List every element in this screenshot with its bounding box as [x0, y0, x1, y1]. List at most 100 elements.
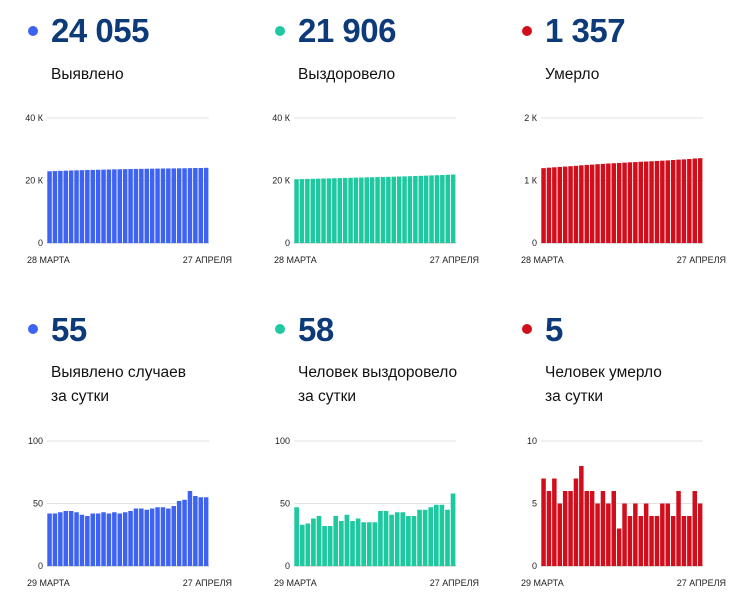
bar: [144, 509, 149, 566]
bar: [155, 168, 160, 243]
bar-chart: 0 50 100 29 МАРТА 27 АПРЕЛЯ: [27, 436, 232, 588]
stat-label: Выявлено: [51, 66, 124, 83]
bar: [166, 168, 171, 243]
bar: [133, 168, 139, 243]
bar: [411, 516, 417, 566]
bar: [321, 178, 326, 243]
stat-value: 5: [545, 311, 563, 348]
bar: [670, 516, 676, 566]
bar: [413, 176, 418, 243]
y-tick-label: 0: [532, 561, 537, 571]
y-tick-label: 0: [38, 238, 43, 248]
bar: [649, 516, 654, 566]
legend-dot: [522, 26, 532, 36]
bar: [182, 499, 187, 566]
bar: [541, 478, 546, 566]
bar: [90, 169, 95, 244]
legend-dot: [28, 324, 38, 334]
stat-label: за сутки: [51, 388, 110, 405]
stat-value: 24 055: [51, 12, 149, 49]
bar: [627, 162, 633, 243]
bar: [171, 168, 176, 244]
bar: [389, 514, 394, 566]
y-tick-label: 40 К: [25, 113, 44, 123]
bar: [440, 174, 445, 243]
bar: [316, 516, 322, 566]
bar: [660, 160, 665, 243]
y-tick-label: 0: [285, 238, 290, 248]
y-tick-label: 0: [38, 561, 43, 571]
bar: [600, 163, 606, 244]
y-tick-label: 50: [33, 499, 43, 509]
bar: [155, 507, 160, 566]
bar: [187, 168, 193, 244]
bar: [128, 511, 133, 566]
bar: [299, 179, 305, 243]
y-tick-label: 40 К: [272, 113, 291, 123]
y-tick-label: 20 К: [25, 176, 44, 186]
stat-value: 58: [298, 311, 334, 348]
bar: [149, 168, 155, 243]
y-tick-label: 100: [275, 436, 290, 446]
y-tick-label: 2 К: [524, 113, 538, 123]
legend-dot: [275, 324, 285, 334]
bar: [638, 516, 643, 566]
bar: [133, 508, 139, 566]
bar: [406, 516, 411, 566]
bar: [315, 178, 321, 243]
x-start-label: 29 МАРТА: [274, 578, 317, 588]
bar: [182, 168, 187, 243]
x-start-label: 29 МАРТА: [27, 578, 70, 588]
bar: [369, 177, 375, 243]
bar: [643, 503, 649, 566]
bar: [372, 522, 378, 566]
bar: [622, 162, 627, 244]
bar: [193, 496, 198, 566]
bar: [402, 176, 407, 244]
bar: [79, 514, 85, 566]
bar: [176, 501, 182, 566]
bar: [600, 491, 606, 566]
bar-chart: 0 20 К 40 К 28 МАРТА 27 АПРЕЛЯ: [25, 113, 232, 265]
bar: [333, 516, 339, 566]
bar: [294, 507, 299, 566]
bar: [166, 508, 171, 566]
bar: [595, 503, 600, 566]
bar: [203, 167, 209, 243]
bar: [52, 171, 58, 243]
bar: [101, 512, 106, 566]
bar: [606, 163, 611, 243]
bar: [562, 491, 568, 566]
legend-dot: [522, 324, 532, 334]
bar: [58, 170, 63, 243]
bar: [47, 513, 52, 566]
bar: [589, 491, 595, 566]
bar: [568, 166, 573, 243]
bar: [176, 168, 182, 243]
bar: [557, 503, 562, 566]
bar: [394, 512, 400, 566]
bar: [342, 177, 348, 243]
bar: [106, 513, 112, 566]
y-tick-label: 0: [532, 238, 537, 248]
y-tick-label: 100: [28, 436, 43, 446]
x-end-label: 27 АПРЕЛЯ: [677, 578, 726, 588]
bar: [203, 497, 209, 566]
y-tick-label: 0: [285, 561, 290, 571]
bar: [568, 491, 573, 566]
bar: [665, 160, 670, 244]
bar: [423, 175, 429, 244]
bar: [198, 497, 203, 566]
bar: [85, 516, 90, 566]
bar: [332, 178, 337, 243]
bar: [311, 518, 316, 566]
bar: [63, 170, 68, 243]
bar: [344, 514, 350, 566]
y-tick-label: 20 К: [272, 176, 291, 186]
stat-label: за сутки: [298, 388, 357, 405]
bar: [378, 511, 383, 566]
bar: [337, 178, 342, 243]
bar: [546, 491, 552, 566]
bar: [660, 503, 665, 566]
bar: [611, 491, 616, 566]
